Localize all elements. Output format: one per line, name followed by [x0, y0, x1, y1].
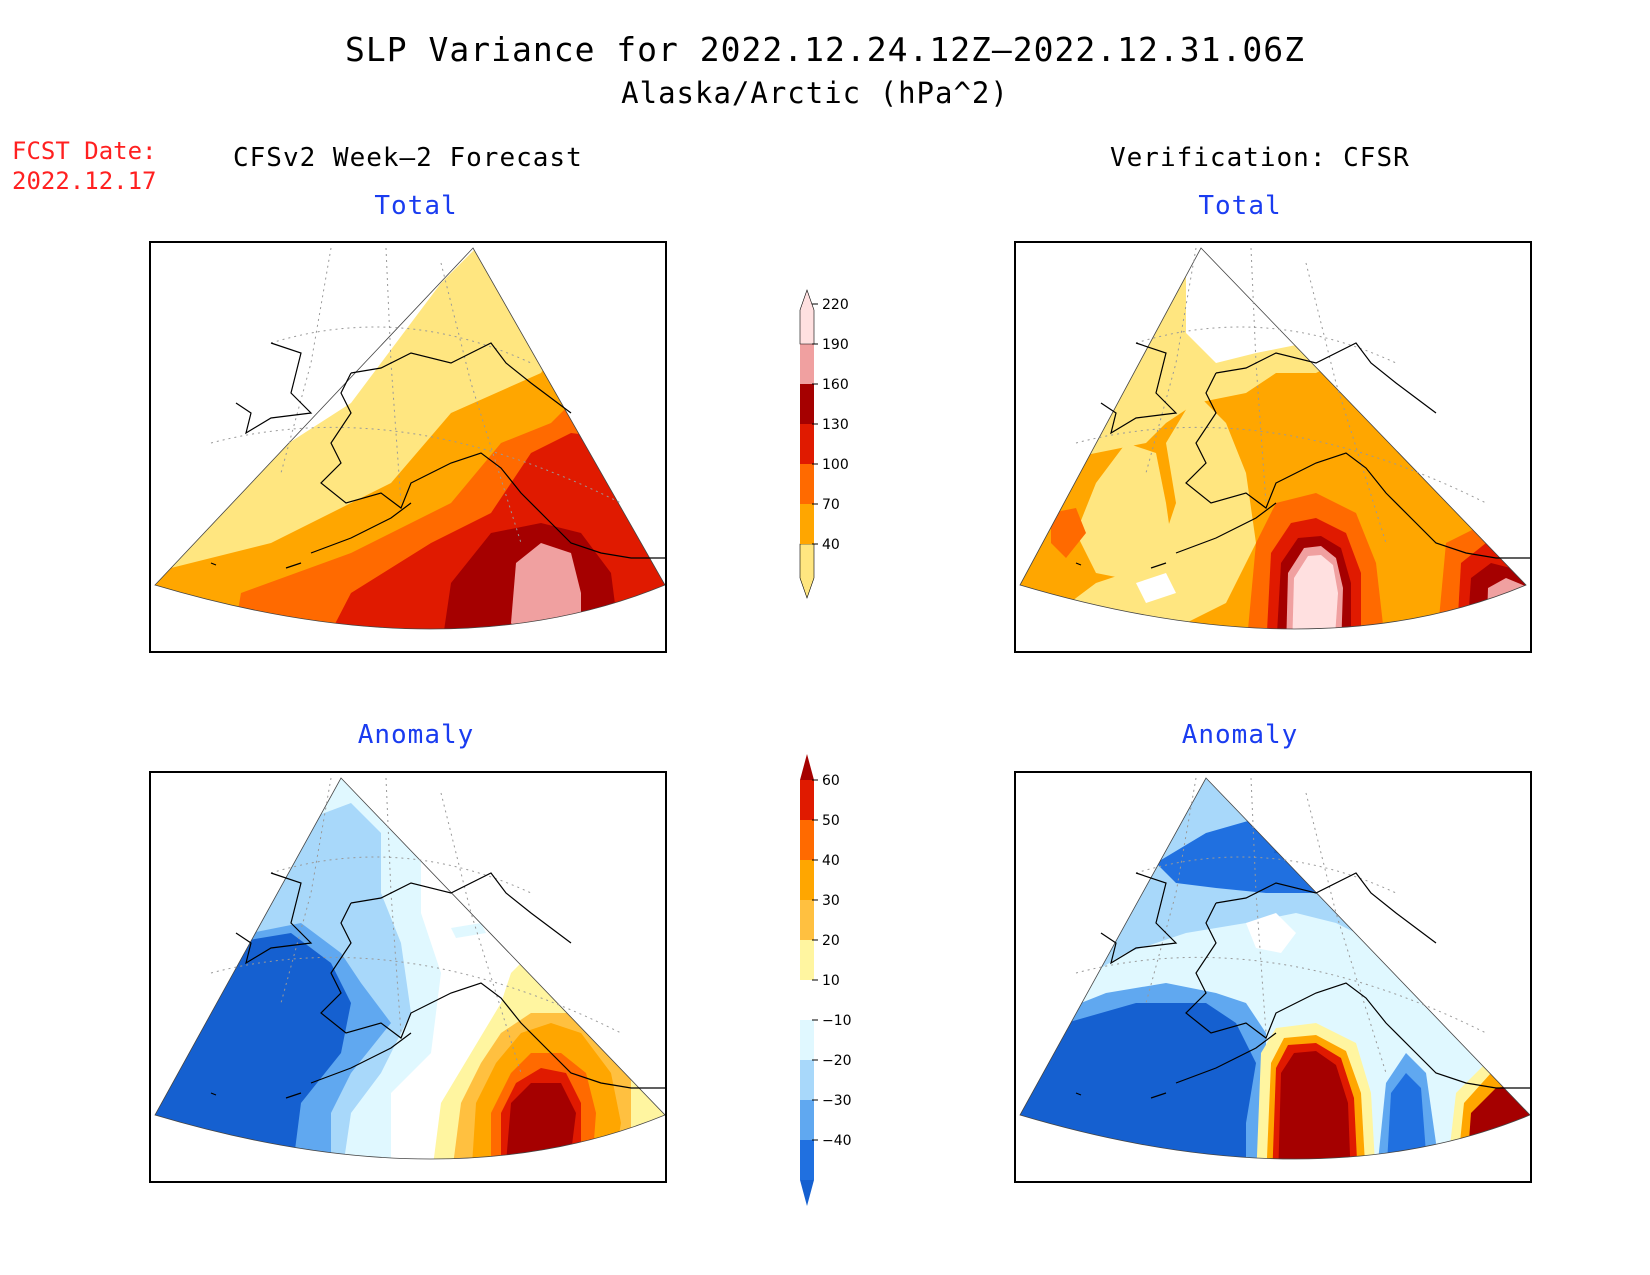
colorbar-anomaly-label: −20 [822, 1053, 852, 1069]
colorbar-total-segment [799, 543, 815, 599]
colorbar-anomaly-segment [800, 1100, 814, 1140]
colorbar-anomaly-label: 10 [822, 973, 840, 989]
colorbar-total-label: 100 [822, 457, 849, 473]
forecast-date: FCST Date: 2022.12.17 [12, 136, 157, 196]
left-column-title: CFSv2 Week–2 Forecast [233, 143, 583, 173]
subtitle: Alaska/Arctic (hPa^2) [621, 76, 1009, 110]
verification-anomaly-map [1014, 771, 1532, 1183]
colorbar-anomaly-segment [800, 1140, 814, 1180]
colorbar-anomaly-segment [800, 1060, 814, 1100]
colorbar-total-label: 220 [822, 297, 849, 313]
colorbar-anomaly-segment [800, 860, 814, 900]
forecast-total-map [149, 241, 667, 653]
colorbar-anomaly-label: 20 [822, 933, 840, 949]
coastline [1075, 342, 1530, 569]
colorbar-total-label: 160 [822, 377, 849, 393]
forecast-anomaly-map [149, 771, 667, 1183]
colorbar-total-label: 40 [822, 537, 840, 553]
top-left-panel-title: Total [374, 191, 458, 221]
colorbar-anomaly-segment [800, 1020, 814, 1060]
colorbar-anomaly-segment [800, 754, 814, 780]
colorbar-anomaly-segment [800, 780, 814, 820]
right-column-title: Verification: CFSR [1110, 143, 1410, 173]
colorbar-total-segment [799, 289, 815, 345]
colorbar-anomaly-label: 60 [822, 773, 840, 789]
colorbar-anomaly-label: −30 [822, 1093, 852, 1109]
colorbar-anomaly-label: 30 [822, 893, 840, 909]
colorbar-anomaly-label: −10 [822, 1013, 852, 1029]
colorbar-total-segment [800, 464, 814, 504]
coastline [1075, 872, 1530, 1099]
colorbar-anomaly-segment [800, 1180, 814, 1206]
colorbar-anomaly-label: −40 [822, 1133, 852, 1149]
colorbar-anomaly-label: 40 [822, 853, 840, 869]
colorbar-anomaly-segment [800, 940, 814, 980]
main-title: SLP Variance for 2022.12.24.12Z–2022.12.… [345, 30, 1305, 69]
colorbar-total-segment [800, 424, 814, 464]
colorbar-total: 40 70 100 130 160 190 220 [799, 289, 849, 599]
forecast-date-label: FCST Date: [12, 137, 157, 165]
verification-total-map [1014, 241, 1532, 653]
colorbar-total-segment [800, 384, 814, 424]
coastline [210, 872, 665, 1099]
colorbar-anomaly: 60 50 40 30 20 10 −10 −20 −30 −40 [800, 754, 852, 1206]
coastline [210, 342, 665, 569]
colorbar-anomaly-label: 50 [822, 813, 840, 829]
bottom-left-panel-title: Anomaly [357, 720, 475, 750]
colorbar-anomaly-segment [800, 980, 814, 1020]
top-right-panel-title: Total [1198, 191, 1282, 221]
colorbar-anomaly-segment [800, 820, 814, 860]
colorbar-anomaly-segment [800, 900, 814, 940]
colorbar-total-label: 70 [822, 497, 840, 513]
colorbar-total-segment [800, 504, 814, 544]
colorbar-total-label: 130 [822, 417, 849, 433]
colorbar-total-label: 190 [822, 337, 849, 353]
forecast-date-value: 2022.12.17 [12, 167, 157, 195]
colorbar-total-segment [800, 344, 814, 384]
bottom-right-panel-title: Anomaly [1181, 720, 1299, 750]
